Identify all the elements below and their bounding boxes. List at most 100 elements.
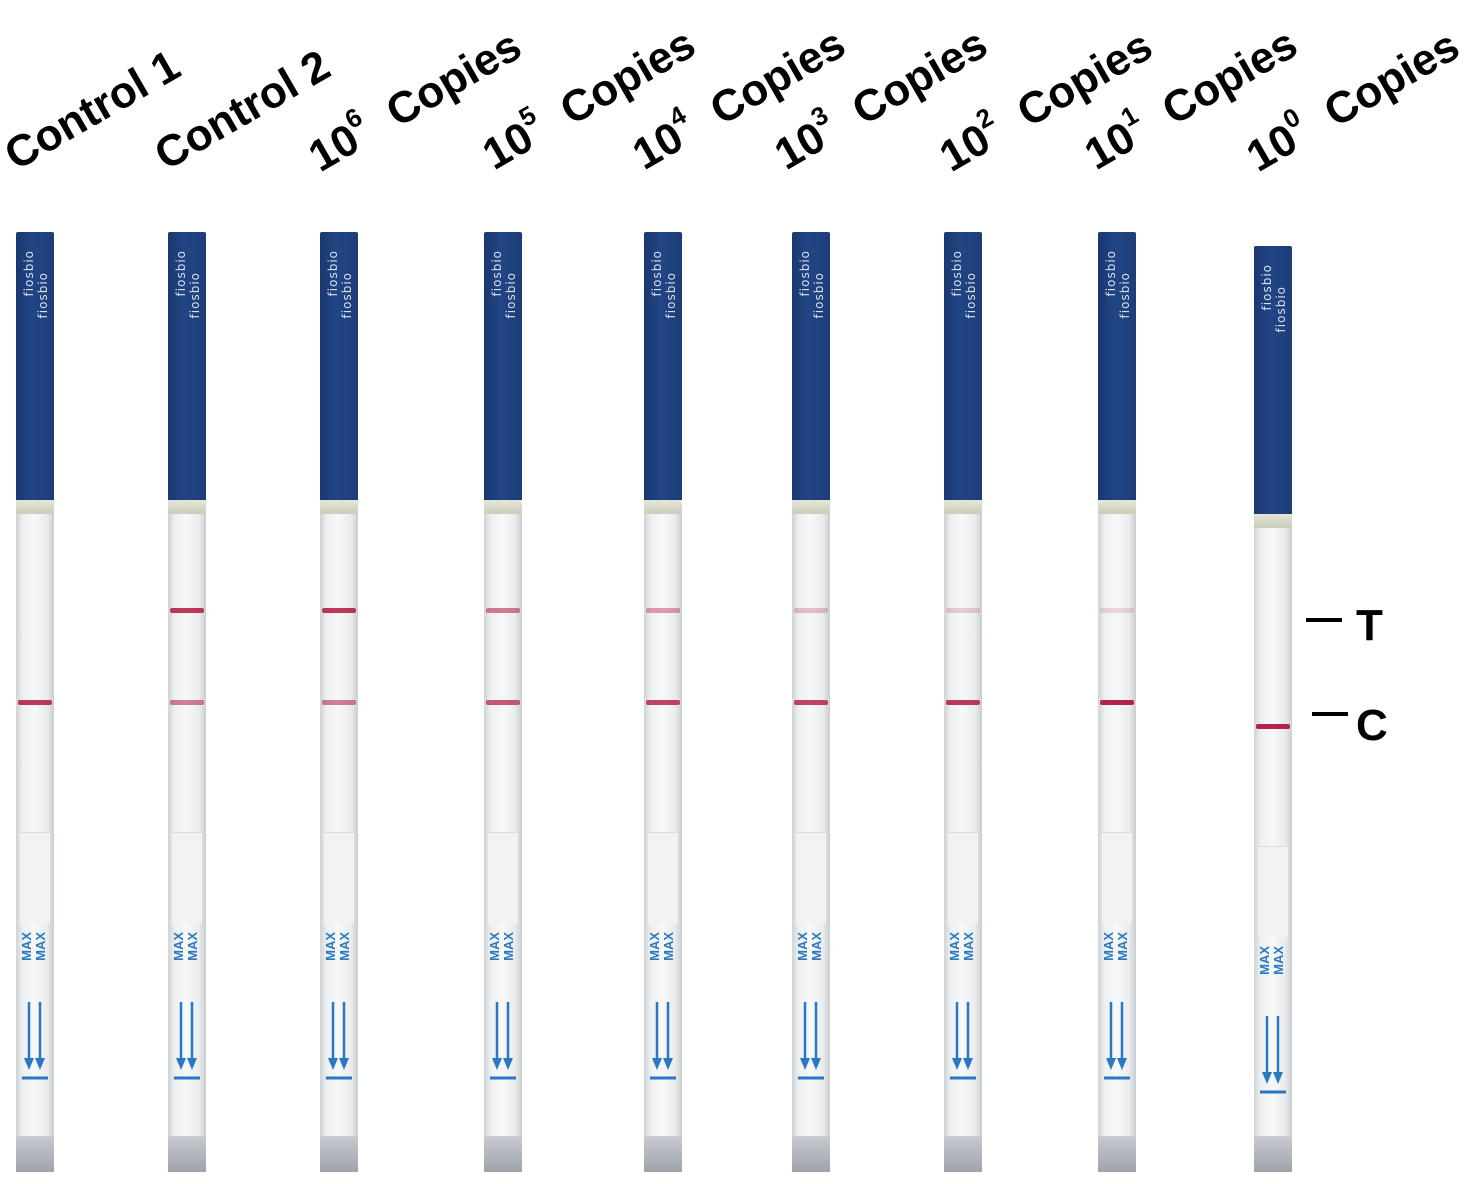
strip-cap: fiosbio fiosbio xyxy=(1098,232,1136,500)
max-mark: MAX xyxy=(961,932,976,961)
control-line-band xyxy=(1100,700,1134,705)
brand-logo: fiosbio xyxy=(504,272,518,319)
max-mark: MAX xyxy=(323,932,338,961)
sample-pad xyxy=(948,832,978,923)
cap-edge xyxy=(1254,514,1292,528)
brand-logo: fiosbio xyxy=(326,250,340,297)
brand-logo: fiosbio xyxy=(188,272,202,319)
test-strip: fiosbio fiosbio MAX MAX xyxy=(644,232,682,1172)
max-mark: MAX xyxy=(947,932,962,961)
brand-logo: fiosbio xyxy=(490,250,504,297)
strip-cap: fiosbio fiosbio xyxy=(1254,246,1292,514)
test-strip: fiosbio fiosbio MAX MAX xyxy=(792,232,830,1172)
cap-edge xyxy=(484,500,522,514)
control-line-band xyxy=(322,700,356,705)
cap-edge xyxy=(944,500,982,514)
strip-bottom xyxy=(484,1136,522,1172)
t-line-label: T xyxy=(1356,601,1383,650)
max-mark: MAX xyxy=(1257,946,1272,975)
brand-logo: fiosbio xyxy=(36,272,50,319)
max-mark: MAX xyxy=(33,932,48,961)
test-strip: fiosbio fiosbio MAX MAX xyxy=(168,232,206,1172)
strip-bottom xyxy=(168,1136,206,1172)
control-line-band xyxy=(794,700,828,705)
test-strip: fiosbio fiosbio MAX MAX xyxy=(16,232,54,1172)
cap-edge xyxy=(168,500,206,514)
c-line-marker xyxy=(1312,712,1348,716)
cap-edge xyxy=(16,500,54,514)
max-mark: MAX xyxy=(661,932,676,961)
sample-pad xyxy=(648,832,678,923)
max-mark: MAX xyxy=(809,932,824,961)
brand-logo: fiosbio xyxy=(950,250,964,297)
brand-logo: fiosbio xyxy=(1104,250,1118,297)
control-line-band xyxy=(170,700,204,705)
dip-arrows-icon xyxy=(1260,1016,1286,1094)
dip-arrows-icon xyxy=(650,1002,676,1080)
lane-label-suffix: Copies xyxy=(1315,20,1468,137)
test-line-band xyxy=(794,608,828,613)
strip-bottom xyxy=(16,1136,54,1172)
c-line-label: C xyxy=(1356,701,1388,750)
sample-pad xyxy=(1102,832,1132,923)
sample-pad xyxy=(20,832,50,923)
strip-cap: fiosbio fiosbio xyxy=(644,232,682,500)
control-line-band xyxy=(646,700,680,705)
test-strip: fiosbio fiosbio MAX MAX xyxy=(484,232,522,1172)
brand-logo: fiosbio xyxy=(812,272,826,319)
dip-arrows-icon xyxy=(22,1002,48,1080)
brand-logo: fiosbio xyxy=(1274,286,1288,333)
test-line-band xyxy=(322,608,356,613)
test-line-band xyxy=(646,608,680,613)
strip-bottom xyxy=(1254,1136,1292,1172)
control-line-band xyxy=(18,700,52,705)
strip-bottom xyxy=(644,1136,682,1172)
control-line-band xyxy=(486,700,520,705)
cap-edge xyxy=(644,500,682,514)
test-line-band xyxy=(1100,608,1134,613)
max-mark: MAX xyxy=(1115,932,1130,961)
brand-logo: fiosbio xyxy=(964,272,978,319)
sample-pad xyxy=(324,832,354,923)
dip-arrows-icon xyxy=(1104,1002,1130,1080)
dip-arrows-icon xyxy=(798,1002,824,1080)
test-strip: fiosbio fiosbio MAX MAX xyxy=(320,232,358,1172)
brand-logo: fiosbio xyxy=(1118,272,1132,319)
brand-logo: fiosbio xyxy=(798,250,812,297)
max-mark: MAX xyxy=(795,932,810,961)
test-line-band xyxy=(170,608,204,613)
dip-arrows-icon xyxy=(174,1002,200,1080)
sample-pad xyxy=(796,832,826,923)
max-mark: MAX xyxy=(171,932,186,961)
dip-arrows-icon xyxy=(490,1002,516,1080)
dip-arrows-icon xyxy=(326,1002,352,1080)
test-strip: fiosbio fiosbio MAX MAX xyxy=(1254,246,1292,1172)
strip-cap: fiosbio fiosbio xyxy=(792,232,830,500)
strip-bottom xyxy=(944,1136,982,1172)
max-mark: MAX xyxy=(19,932,34,961)
test-line-band xyxy=(486,608,520,613)
max-mark: MAX xyxy=(1101,932,1116,961)
dip-arrows-icon xyxy=(950,1002,976,1080)
max-mark: MAX xyxy=(647,932,662,961)
sample-pad xyxy=(172,832,202,923)
sample-pad xyxy=(488,832,518,923)
max-mark: MAX xyxy=(501,932,516,961)
strip-cap: fiosbio fiosbio xyxy=(484,232,522,500)
strip-cap: fiosbio fiosbio xyxy=(16,232,54,500)
test-strip: fiosbio fiosbio MAX MAX xyxy=(1098,232,1136,1172)
sample-pad xyxy=(1258,846,1288,937)
max-mark: MAX xyxy=(337,932,352,961)
strip-cap: fiosbio fiosbio xyxy=(168,232,206,500)
brand-logo: fiosbio xyxy=(1260,264,1274,311)
brand-logo: fiosbio xyxy=(664,272,678,319)
cap-edge xyxy=(320,500,358,514)
max-mark: MAX xyxy=(1271,946,1286,975)
strip-bottom xyxy=(1098,1136,1136,1172)
max-mark: MAX xyxy=(487,932,502,961)
control-line-band xyxy=(946,700,980,705)
brand-logo: fiosbio xyxy=(650,250,664,297)
cap-edge xyxy=(792,500,830,514)
strip-bottom xyxy=(792,1136,830,1172)
t-line-marker xyxy=(1306,618,1342,622)
